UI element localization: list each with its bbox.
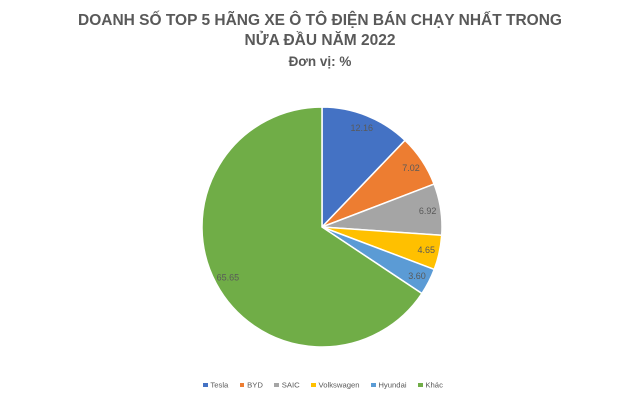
svg-text:7.02: 7.02 — [402, 163, 420, 173]
svg-text:4.65: 4.65 — [418, 245, 436, 255]
svg-text:65.65: 65.65 — [217, 272, 240, 282]
svg-text:6.92: 6.92 — [419, 206, 437, 216]
svg-text:12.16: 12.16 — [351, 123, 374, 133]
svg-text:3.60: 3.60 — [408, 271, 426, 281]
